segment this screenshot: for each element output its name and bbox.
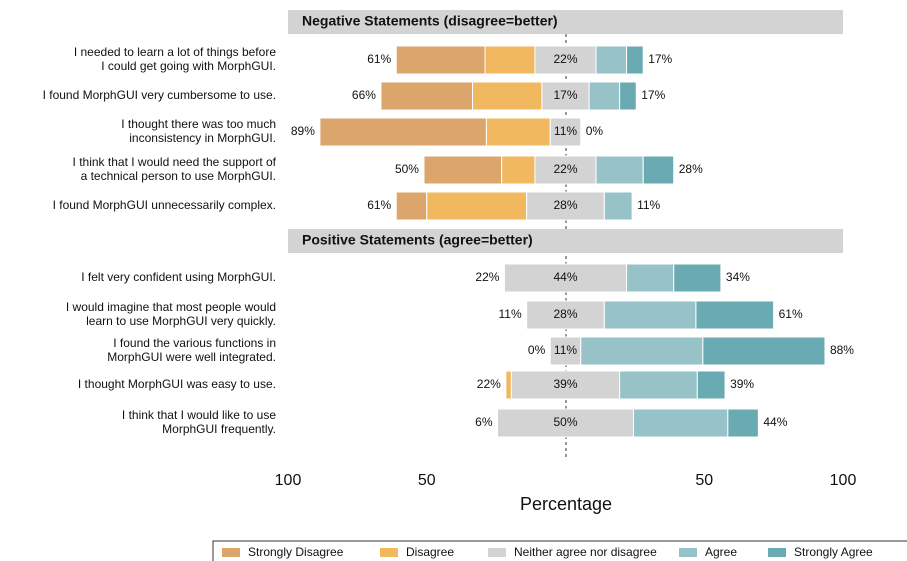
bar-segment [549, 117, 582, 147]
right-label: 17% [641, 88, 665, 102]
right-label: 34% [726, 270, 750, 284]
bar-segment [619, 81, 637, 111]
left-label: 89% [291, 124, 315, 138]
legend-label: Agree [705, 545, 737, 559]
category-label: I thought there was too much inconsistenc… [121, 117, 276, 145]
neutral-label: 28% [553, 307, 577, 321]
bar-segment [632, 408, 729, 438]
x-tick-label: 50 [695, 472, 713, 489]
legend-label: Strongly Agree [794, 545, 873, 559]
category-label: I think that I would need the support of… [73, 155, 277, 183]
bar-segment [472, 81, 543, 111]
category-label: I thought MorphGUI was easy to use. [78, 377, 276, 391]
bar-segment [673, 263, 722, 293]
legend-swatch [222, 548, 240, 557]
left-label: 22% [477, 377, 501, 391]
section-title: Positive Statements (agree=better) [302, 232, 533, 248]
legend-label: Disagree [406, 545, 454, 559]
right-label: 44% [763, 415, 787, 429]
right-label: 17% [648, 52, 672, 66]
neutral-label: 17% [553, 88, 577, 102]
section-header [288, 10, 843, 34]
bar-segment [395, 45, 486, 75]
bar-segment [501, 155, 536, 185]
neutral-label: 22% [553, 162, 577, 176]
x-axis-label: Percentage [520, 494, 612, 514]
left-label: 6% [475, 415, 493, 429]
category-label: I felt very confident using MorphGUI. [81, 270, 276, 284]
x-tick-label: 100 [275, 472, 302, 489]
category-label: I would imagine that most people would le… [66, 300, 276, 328]
bar-segment [541, 81, 590, 111]
bar-segment [588, 81, 621, 111]
category-label: I found MorphGUI unnecessarily complex. [53, 198, 276, 212]
bar-segment [423, 155, 503, 185]
bar-segment [549, 336, 582, 366]
bar-segment [595, 155, 644, 185]
legend-swatch [679, 548, 697, 557]
neutral-label: 22% [553, 52, 577, 66]
bar-segment [505, 370, 512, 400]
x-tick-label: 100 [830, 472, 857, 489]
section-header [288, 229, 843, 253]
bar-segment [484, 45, 536, 75]
section-title: Negative Statements (disagree=better) [302, 13, 558, 29]
category-label: I found the various functions in MorphGUI… [107, 336, 276, 364]
legend-label: Neither agree nor disagree [514, 545, 657, 559]
right-label: 88% [830, 343, 854, 357]
x-tick-label: 50 [418, 472, 436, 489]
bar-segment [695, 300, 775, 330]
neutral-label: 44% [553, 270, 577, 284]
neutral-label: 50% [553, 415, 577, 429]
bar-segment [503, 263, 628, 293]
bar-segment [626, 45, 644, 75]
bar-segment [642, 155, 675, 185]
category-label: I think that I would like to use MorphGUI… [122, 408, 276, 436]
bar-segment [395, 191, 428, 221]
left-label: 61% [367, 52, 391, 66]
bar-segment [580, 336, 704, 366]
right-label: 39% [730, 377, 754, 391]
bar-segment [626, 263, 675, 293]
right-label: 0% [586, 124, 604, 138]
left-label: 11% [499, 307, 522, 321]
legend-swatch [768, 548, 786, 557]
left-label: 0% [528, 343, 546, 357]
bar-segment [619, 370, 698, 400]
left-label: 22% [475, 270, 499, 284]
legend-swatch [380, 548, 398, 557]
neutral-label: 11% [554, 124, 577, 138]
category-label: I found MorphGUI very cumbersome to use. [43, 88, 276, 102]
legend-label: Strongly Disagree [248, 545, 344, 559]
legend-swatch [488, 548, 506, 557]
left-label: 66% [352, 88, 376, 102]
category-label: I needed to learn a lot of things before… [74, 45, 276, 73]
bar-segment [603, 191, 633, 221]
bar-segment [534, 45, 597, 75]
right-label: 28% [679, 162, 703, 176]
bar-segment [696, 370, 726, 400]
bar-segment [526, 191, 605, 221]
neutral-label: 28% [553, 198, 577, 212]
bar-segment [426, 191, 528, 221]
bar-segment [727, 408, 759, 438]
bar-segment [497, 408, 634, 438]
bar-segment [603, 300, 697, 330]
left-label: 50% [395, 162, 419, 176]
bar-segment [380, 81, 474, 111]
neutral-label: 11% [554, 343, 577, 357]
right-label: 11% [637, 198, 660, 212]
right-label: 61% [779, 307, 803, 321]
neutral-label: 39% [553, 377, 577, 391]
bar-segment [595, 45, 628, 75]
bar-segment [702, 336, 826, 366]
left-label: 61% [367, 198, 391, 212]
bar-segment [485, 117, 551, 147]
bar-segment [319, 117, 487, 147]
